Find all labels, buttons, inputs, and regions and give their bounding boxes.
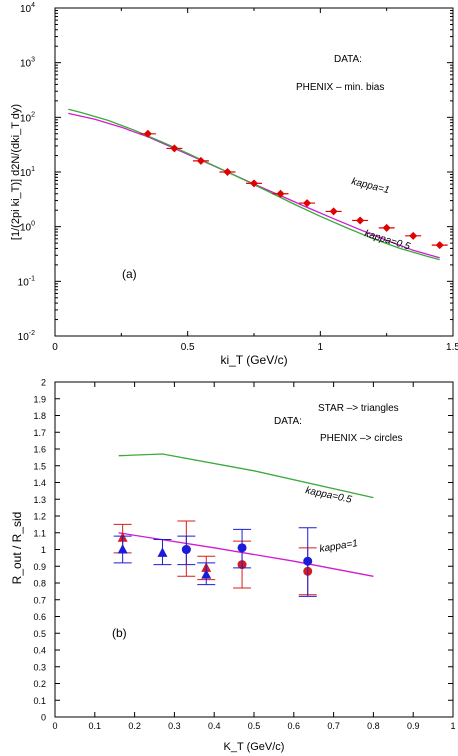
x-tick-label: 1 (318, 342, 324, 353)
phenix-data-point (237, 543, 247, 553)
panel-b-annotation-star: STAR –> triangles (318, 403, 399, 414)
x-tick-label: 0.1 (89, 721, 102, 731)
y-tick-label: 0.7 (33, 595, 46, 605)
y-tick-label: 101 (20, 166, 35, 179)
panel-a-annotation-phenix: PHENIX – min. bias (296, 82, 384, 93)
panel-a-kappa1-label: kappa=1 (350, 176, 390, 196)
phenix-data-point (409, 231, 418, 240)
y-tick-label: 0.5 (33, 629, 46, 639)
y-tick-label: 0.9 (33, 562, 46, 572)
phenix-data-point (223, 168, 232, 176)
panel-b-annotation-phenix: PHENIX –> circles (320, 433, 403, 444)
panel-a-y-axis-title: [1/(2pi ki_T)] d2N/(dki_T dy) (10, 104, 22, 240)
phenix-data-point (143, 129, 152, 138)
panel-b-tick-labels: 0 0.1 0.2 0.3 0.4 0.5 0.6 0.7 0.8 0.9 1 0 0.1 0.2 0.3 0… (33, 378, 455, 732)
phenix-data-point (435, 241, 444, 250)
x-tick-label: 0.5 (248, 721, 261, 731)
y-tick-label: 0 (41, 713, 46, 723)
y-tick-label: 0.3 (33, 662, 46, 672)
star-data-point (157, 547, 168, 557)
phenix-data-point (303, 199, 312, 208)
star-data-point (117, 544, 128, 554)
phenix-data-point (303, 556, 313, 566)
phenix-data-point (329, 207, 338, 216)
y-tick-label: 103 (20, 57, 35, 70)
phenix-data-point (276, 189, 285, 198)
x-tick-label: 0.3 (168, 721, 181, 731)
y-tick-label: 1 (41, 545, 46, 555)
x-tick-label: 0 (52, 721, 57, 731)
x-tick-label: 0.7 (327, 721, 340, 731)
y-tick-label: 104 (20, 2, 35, 15)
x-tick-label: 0.8 (367, 721, 380, 731)
panel-a-label: (a) (122, 267, 137, 281)
panel-a-annotation-data: DATA: (334, 54, 362, 65)
panel-a-frame (54, 7, 454, 337)
y-tick-label: 10-2 (18, 330, 35, 343)
phenix-data-point (356, 216, 365, 225)
x-tick-label: 0.6 (288, 721, 301, 731)
y-tick-label: 1.6 (33, 445, 46, 455)
y-tick-label: 1.4 (33, 478, 46, 488)
phenix-data-point (382, 223, 391, 232)
y-tick-label: 1.5 (33, 461, 46, 471)
y-tick-label: 0.6 (33, 612, 46, 622)
panel-b-annotation-data: DATA: (274, 416, 302, 427)
phenix-data-point (181, 545, 191, 554)
phenix-data-point (196, 156, 205, 165)
x-tick-label: 1.5 (446, 342, 458, 353)
y-tick-label: 1.9 (33, 394, 46, 404)
panel-b-x-axis-title: K_T (GeV/c) (224, 741, 285, 753)
y-tick-label: 100 (20, 221, 35, 234)
y-tick-label: 0.2 (33, 679, 46, 689)
y-tick-label: 10-1 (18, 275, 35, 288)
star-data-point (201, 569, 212, 579)
y-tick-label: 0.1 (33, 696, 46, 706)
panel-a-x-axis-title: ki_T (GeV/c) (220, 353, 287, 367)
phenix-data-point (170, 144, 179, 153)
panel-b-y-axis-title: R_out / R_sid (10, 512, 24, 585)
panel-b-label: (b) (112, 626, 127, 640)
y-tick-label: 0.4 (33, 646, 46, 656)
x-tick-label: 0 (52, 342, 58, 353)
panel-a-spectrum: 0 0.5 1 1.5 10-2 10-1 100 101 102 103 104 DATA: PH… (10, 2, 458, 367)
y-tick-label: 0.8 (33, 579, 46, 589)
x-tick-label: 0.4 (208, 721, 221, 731)
y-tick-label: 1.1 (33, 528, 46, 538)
panel-b-series (113, 453, 374, 597)
y-tick-label: 2 (41, 378, 46, 388)
y-tick-label: 1.7 (33, 428, 46, 438)
panel-a-ticks (54, 7, 454, 337)
kappa05-curve (118, 453, 374, 499)
panel-a-series (68, 108, 448, 261)
phenix-data-point (250, 179, 258, 188)
x-tick-label: 1 (450, 721, 455, 731)
panel-b-kappa05-label: kappa=0.5 (304, 485, 353, 506)
y-tick-label: 1.3 (33, 495, 46, 505)
x-tick-label: 0.9 (407, 721, 420, 731)
panel-b-kappa1-label: kappa=1 (319, 538, 359, 555)
x-tick-label: 0.2 (128, 721, 141, 731)
x-tick-label: 0.5 (181, 342, 195, 353)
y-tick-label: 1.8 (33, 411, 46, 421)
kappa1-curve (118, 532, 374, 577)
panel-b-ticks (54, 381, 454, 718)
y-tick-label: 102 (20, 111, 35, 124)
y-tick-label: 1.2 (33, 512, 46, 522)
panel-b-radii-ratio: 0 0.1 0.2 0.3 0.4 0.5 0.6 0.7 0.8 0.9 1 0 0.1 0.2 0.3 0… (10, 378, 456, 754)
panel-a-kappa05-label: kappa=0.5 (363, 228, 412, 252)
